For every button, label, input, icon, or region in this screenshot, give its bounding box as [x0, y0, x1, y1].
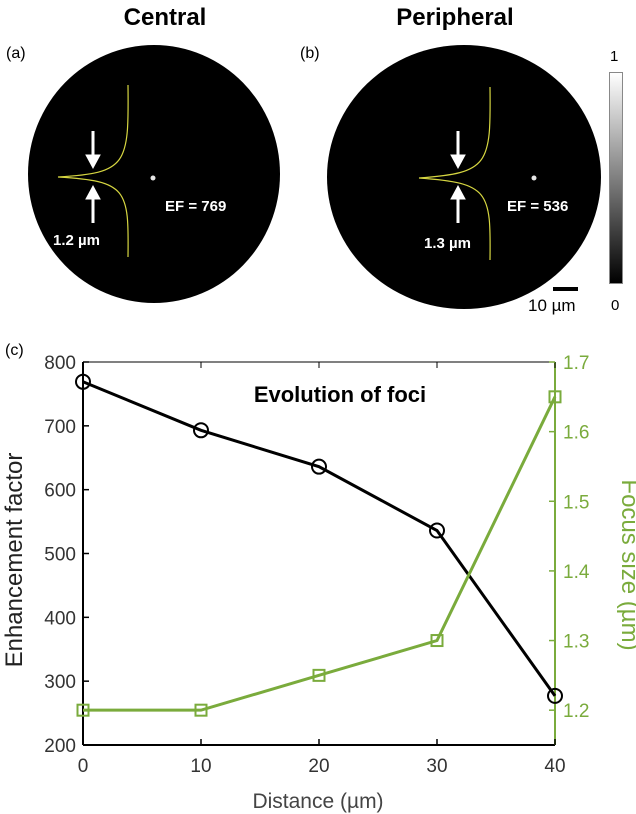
panel-b-ef-label: EF = 536: [507, 198, 569, 215]
panel-b-size-label: 1.3 µm: [424, 235, 471, 252]
series-2-point: [194, 703, 208, 717]
panel-b-focus-spot: [531, 175, 537, 181]
panel-b-profile-curve: [418, 86, 491, 261]
series-1-point: [311, 458, 327, 475]
y-right-tick-label: 1.5: [563, 492, 589, 513]
y-right-tick-label: 1.3: [563, 632, 589, 653]
y-left-tick-label: 600: [44, 481, 76, 502]
panel-a-size-label: 1.2 µm: [53, 232, 100, 249]
panel-a-arrow-down: [85, 131, 101, 170]
chart-title: Evolution of foci: [254, 382, 426, 407]
panel-a-arrow-up: [85, 184, 101, 223]
panel-b-arrow-down: [450, 131, 466, 170]
y-left-tick-label: 500: [44, 545, 76, 566]
y-left-tick-label: 200: [44, 736, 76, 757]
y-axis-right-label: Focus size (µm): [616, 479, 636, 650]
x-tick-label: 40: [544, 756, 565, 777]
y-left-tick-label: 700: [44, 417, 76, 438]
x-tick-label: 0: [78, 756, 89, 777]
panel-b-tag: (b): [300, 45, 320, 62]
series-2-point: [548, 390, 562, 404]
panel-c-tag: (c): [5, 342, 24, 359]
panel-a-focus-spot: [150, 175, 156, 181]
series-line-1: [82, 380, 557, 697]
panel-b-title: Peripheral: [396, 4, 514, 31]
colorbar-min-label: 0: [611, 297, 620, 314]
series-2-point: [430, 634, 444, 648]
scale-bar: [553, 287, 578, 291]
colorbar: [609, 72, 623, 284]
x-tick-label: 10: [190, 756, 211, 777]
series-2-point: [312, 668, 326, 682]
y-right-tick-label: 1.4: [563, 562, 590, 583]
panel-a-profile-curve: [57, 84, 129, 258]
y-left-tick-label: 400: [44, 608, 76, 629]
series-1-point: [547, 687, 563, 704]
series-1-point: [193, 422, 209, 439]
y-left-tick-label: 800: [44, 353, 76, 374]
panel-a-title: Central: [123, 4, 207, 31]
series-2-point: [76, 703, 90, 717]
series-1-point: [75, 373, 91, 390]
x-tick-label: 30: [426, 756, 447, 777]
y-axis-left-label: Enhancement factor: [1, 453, 28, 668]
panel-a-tag: (a): [6, 45, 26, 62]
colorbar-max-label: 1: [610, 48, 619, 65]
x-tick-label: 20: [308, 756, 329, 777]
series-line-2: [83, 396, 557, 712]
series-1-point: [429, 522, 445, 539]
panel-b-intensity-image: EF = 536 1.3 µm: [327, 45, 601, 309]
y-right-tick-label: 1.2: [563, 701, 589, 722]
y-right-tick-label: 1.6: [563, 423, 589, 444]
y-left-tick-label: 300: [44, 672, 76, 693]
x-axis-label: Distance (µm): [252, 790, 383, 813]
panel-b-arrow-up: [450, 184, 466, 223]
panel-a-ef-label: EF = 769: [165, 198, 227, 215]
scale-bar-label: 10 µm: [528, 296, 576, 315]
panel-a-intensity-image: EF = 769 1.2 µm: [28, 45, 280, 303]
y-right-tick-label: 1.7: [563, 353, 589, 374]
